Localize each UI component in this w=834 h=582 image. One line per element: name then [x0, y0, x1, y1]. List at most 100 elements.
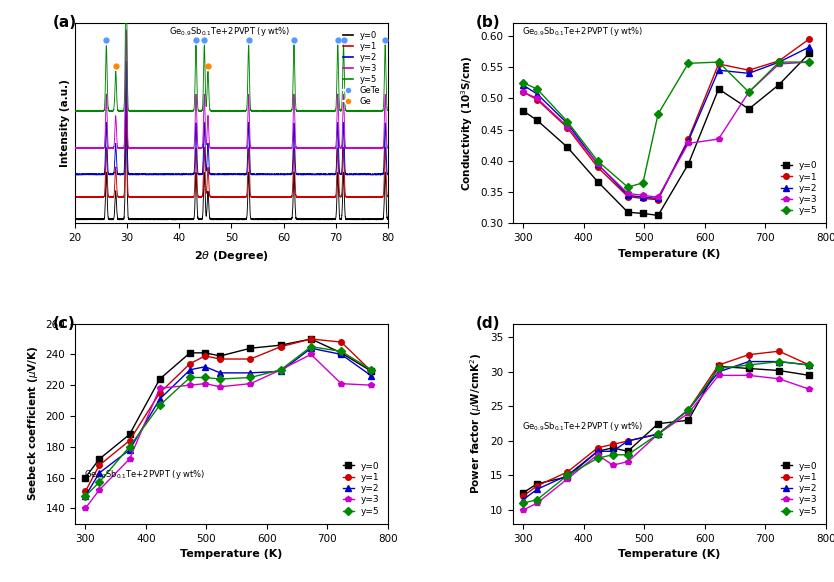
y=5	[653, 111, 663, 118]
y=0	[336, 349, 346, 356]
y=3	[804, 386, 814, 393]
y=1	[714, 61, 724, 68]
Line: y=2: y=2	[520, 44, 812, 201]
y=0	[623, 209, 633, 216]
Text: (b): (b)	[475, 15, 500, 30]
y=0	[245, 345, 255, 352]
y=5	[623, 184, 633, 191]
y=3	[623, 458, 633, 465]
Line: y=2: y=2	[520, 359, 812, 502]
y=0	[714, 86, 724, 93]
y=1	[562, 125, 572, 132]
y=3	[774, 61, 784, 68]
y=5	[518, 499, 528, 506]
y=2	[518, 81, 528, 88]
X-axis label: Temperature (K): Temperature (K)	[180, 549, 283, 559]
y=0	[774, 81, 784, 88]
y=2	[623, 438, 633, 445]
y=5	[744, 88, 754, 95]
y=3	[245, 380, 255, 387]
y=0	[714, 363, 724, 370]
y=1	[80, 488, 90, 495]
Line: y=0: y=0	[520, 364, 812, 495]
y=3	[638, 192, 648, 199]
y=1	[200, 353, 210, 360]
y=5	[653, 431, 663, 438]
Line: y=0: y=0	[520, 51, 812, 218]
y=1	[683, 136, 693, 143]
Line: y=1: y=1	[520, 36, 812, 203]
y=5	[593, 455, 603, 462]
y=2	[336, 351, 346, 358]
y=0	[532, 480, 542, 487]
y=3	[215, 383, 225, 390]
y=0	[200, 349, 210, 356]
y=1	[532, 482, 542, 489]
y=0	[683, 417, 693, 424]
Text: Ge$_{0.9}$Sb$_{0.1}$Te+2PVPT (y wt%): Ge$_{0.9}$Sb$_{0.1}$Te+2PVPT (y wt%)	[84, 468, 206, 481]
Legend: y=0, y=1, y=2, y=3, y=5, GeTe, Ge: y=0, y=1, y=2, y=3, y=5, GeTe, Ge	[339, 27, 384, 109]
y=5	[80, 492, 90, 499]
X-axis label: 2$\theta$ (Degree): 2$\theta$ (Degree)	[194, 249, 269, 262]
y=1	[804, 361, 814, 368]
y=2	[124, 446, 134, 453]
y=2	[683, 137, 693, 144]
Legend: y=0, y=1, y=2, y=3, y=5: y=0, y=1, y=2, y=3, y=5	[777, 458, 821, 519]
y=1	[124, 437, 134, 444]
y=1	[366, 368, 376, 375]
y=0	[744, 365, 754, 372]
y=0	[623, 448, 633, 455]
y=0	[608, 445, 618, 452]
y=1	[276, 343, 286, 350]
Y-axis label: Intensity (a.u.): Intensity (a.u.)	[59, 80, 69, 167]
y=0	[804, 372, 814, 379]
y=5	[366, 366, 376, 373]
y=3	[744, 372, 754, 379]
y=3	[608, 462, 618, 469]
y=5	[562, 472, 572, 479]
y=5	[774, 358, 784, 365]
y=1	[562, 469, 572, 475]
Line: y=1: y=1	[83, 336, 374, 494]
y=3	[518, 506, 528, 513]
y=3	[532, 499, 542, 506]
y=5	[714, 365, 724, 372]
Line: y=5: y=5	[520, 359, 812, 506]
y=3	[683, 410, 693, 417]
y=0	[306, 335, 316, 342]
y=2	[562, 472, 572, 479]
y=5	[804, 361, 814, 368]
y=3	[124, 456, 134, 463]
y=1	[774, 347, 784, 354]
y=1	[215, 356, 225, 363]
y=2	[683, 406, 693, 413]
y=0	[185, 349, 195, 356]
y=1	[608, 441, 618, 448]
y=2	[215, 370, 225, 377]
y=0	[94, 456, 104, 463]
y=1	[593, 164, 603, 171]
y=0	[276, 342, 286, 349]
y=5	[94, 479, 104, 486]
y=2	[562, 120, 572, 127]
Legend: y=0, y=1, y=2, y=3, y=5: y=0, y=1, y=2, y=3, y=5	[777, 158, 821, 219]
y=2	[774, 59, 784, 66]
y=2	[593, 448, 603, 455]
y=5	[683, 60, 693, 67]
y=3	[155, 385, 165, 392]
y=3	[714, 372, 724, 379]
y=3	[744, 88, 754, 95]
y=1	[714, 361, 724, 368]
y=2	[245, 370, 255, 377]
y=5	[155, 402, 165, 409]
y=2	[714, 67, 724, 74]
y=5	[593, 157, 603, 164]
y=0	[518, 489, 528, 496]
y=3	[518, 88, 528, 95]
y=3	[306, 351, 316, 358]
y=3	[714, 136, 724, 143]
Y-axis label: Seebeck coefficient ($\mu$V/K): Seebeck coefficient ($\mu$V/K)	[26, 346, 40, 501]
y=5	[638, 179, 648, 186]
Text: Ge$_{0.9}$Sb$_{0.1}$Te+2PVPT (y wt%): Ge$_{0.9}$Sb$_{0.1}$Te+2PVPT (y wt%)	[168, 25, 290, 38]
y=0	[683, 161, 693, 168]
